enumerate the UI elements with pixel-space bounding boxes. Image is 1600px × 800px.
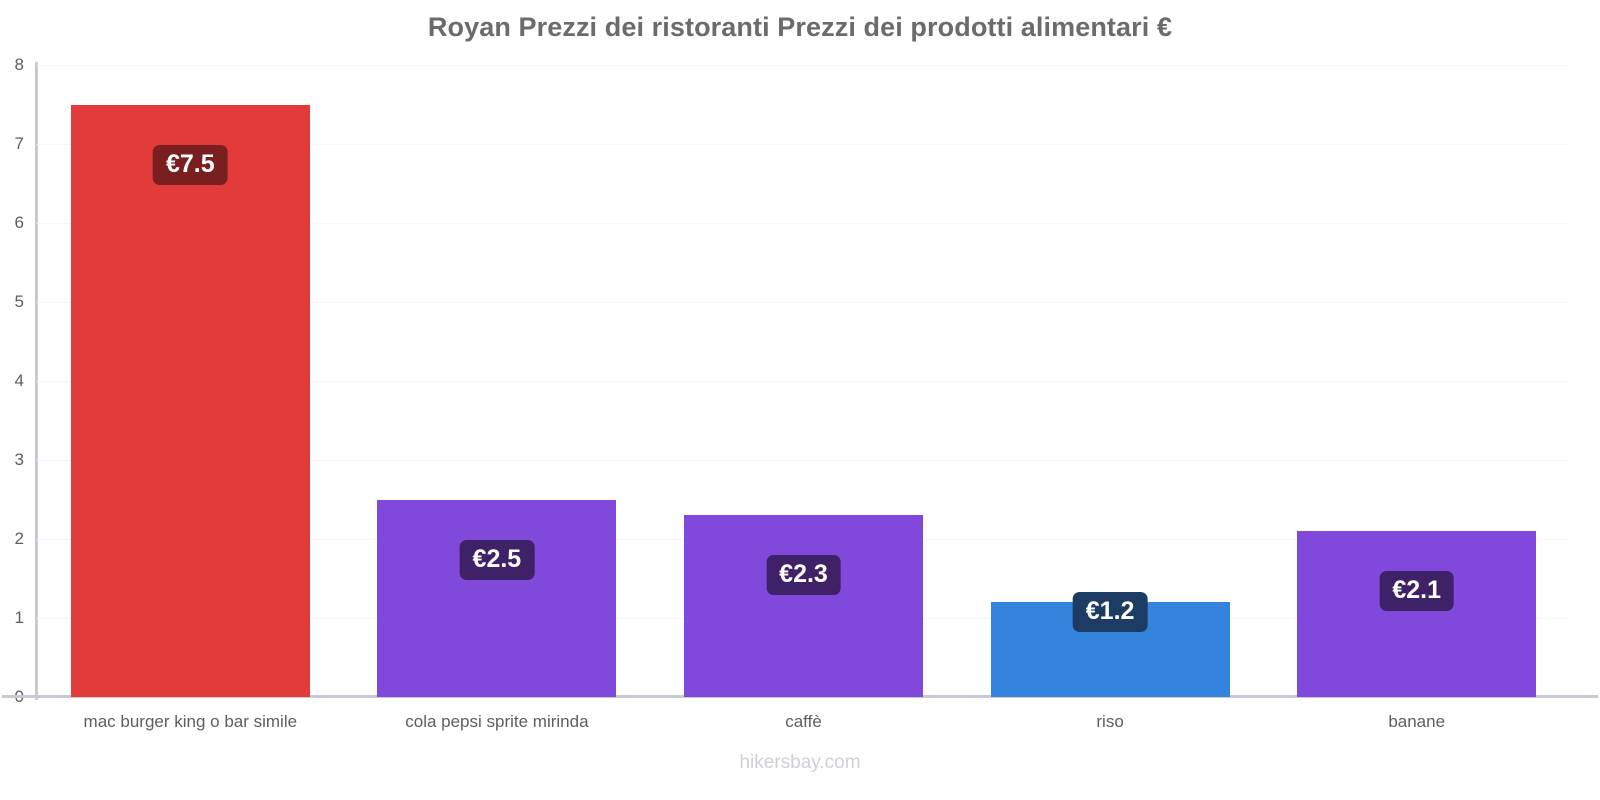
y-axis-tick-labels: 012345678 bbox=[0, 0, 30, 800]
gridline bbox=[37, 65, 1570, 66]
y-axis-tick-label: 4 bbox=[14, 371, 24, 390]
y-axis-tick-label: 1 bbox=[14, 608, 24, 627]
y-axis-tick-label: 5 bbox=[14, 292, 24, 311]
gridline bbox=[37, 223, 1570, 224]
bar-value-label: €2.1 bbox=[1379, 571, 1455, 612]
x-axis-category-label: mac burger king o bar simile bbox=[83, 712, 298, 731]
y-axis-tick-label: 2 bbox=[14, 529, 24, 548]
plot-area: €7.5 €2.5 €2.3 €1.2 €2.1 bbox=[37, 65, 1570, 697]
gridline bbox=[37, 460, 1570, 461]
bar[interactable] bbox=[683, 515, 924, 697]
bar[interactable] bbox=[1297, 531, 1537, 697]
y-axis-line bbox=[35, 62, 38, 700]
bar-value-label: €7.5 bbox=[152, 144, 228, 185]
y-axis-tick-label: 6 bbox=[14, 213, 24, 232]
y-axis-tick-label: 7 bbox=[14, 134, 24, 153]
watermark-footer: hikersbay.com bbox=[739, 752, 861, 773]
x-axis-category-label: banane bbox=[1388, 712, 1446, 731]
x-axis-category-label: caffè bbox=[785, 712, 822, 731]
y-axis-origin-tick bbox=[27, 696, 37, 698]
bar-value-label: €2.5 bbox=[459, 539, 535, 580]
x-axis-category-label: cola pepsi sprite mirinda bbox=[405, 712, 589, 731]
chart-title: Royan Prezzi dei ristoranti Prezzi dei p… bbox=[427, 12, 1173, 42]
gridline bbox=[37, 144, 1570, 145]
bar-value-label: €2.3 bbox=[766, 555, 841, 596]
gridline bbox=[37, 302, 1570, 303]
bar[interactable] bbox=[70, 104, 310, 697]
gridline bbox=[37, 381, 1570, 382]
y-axis-tick-label: 3 bbox=[14, 450, 24, 469]
bar-value-label: €1.2 bbox=[1072, 592, 1148, 633]
bar[interactable] bbox=[377, 499, 617, 697]
y-axis-tick-label: 8 bbox=[14, 55, 24, 74]
x-axis-category-label: riso bbox=[1096, 712, 1124, 731]
